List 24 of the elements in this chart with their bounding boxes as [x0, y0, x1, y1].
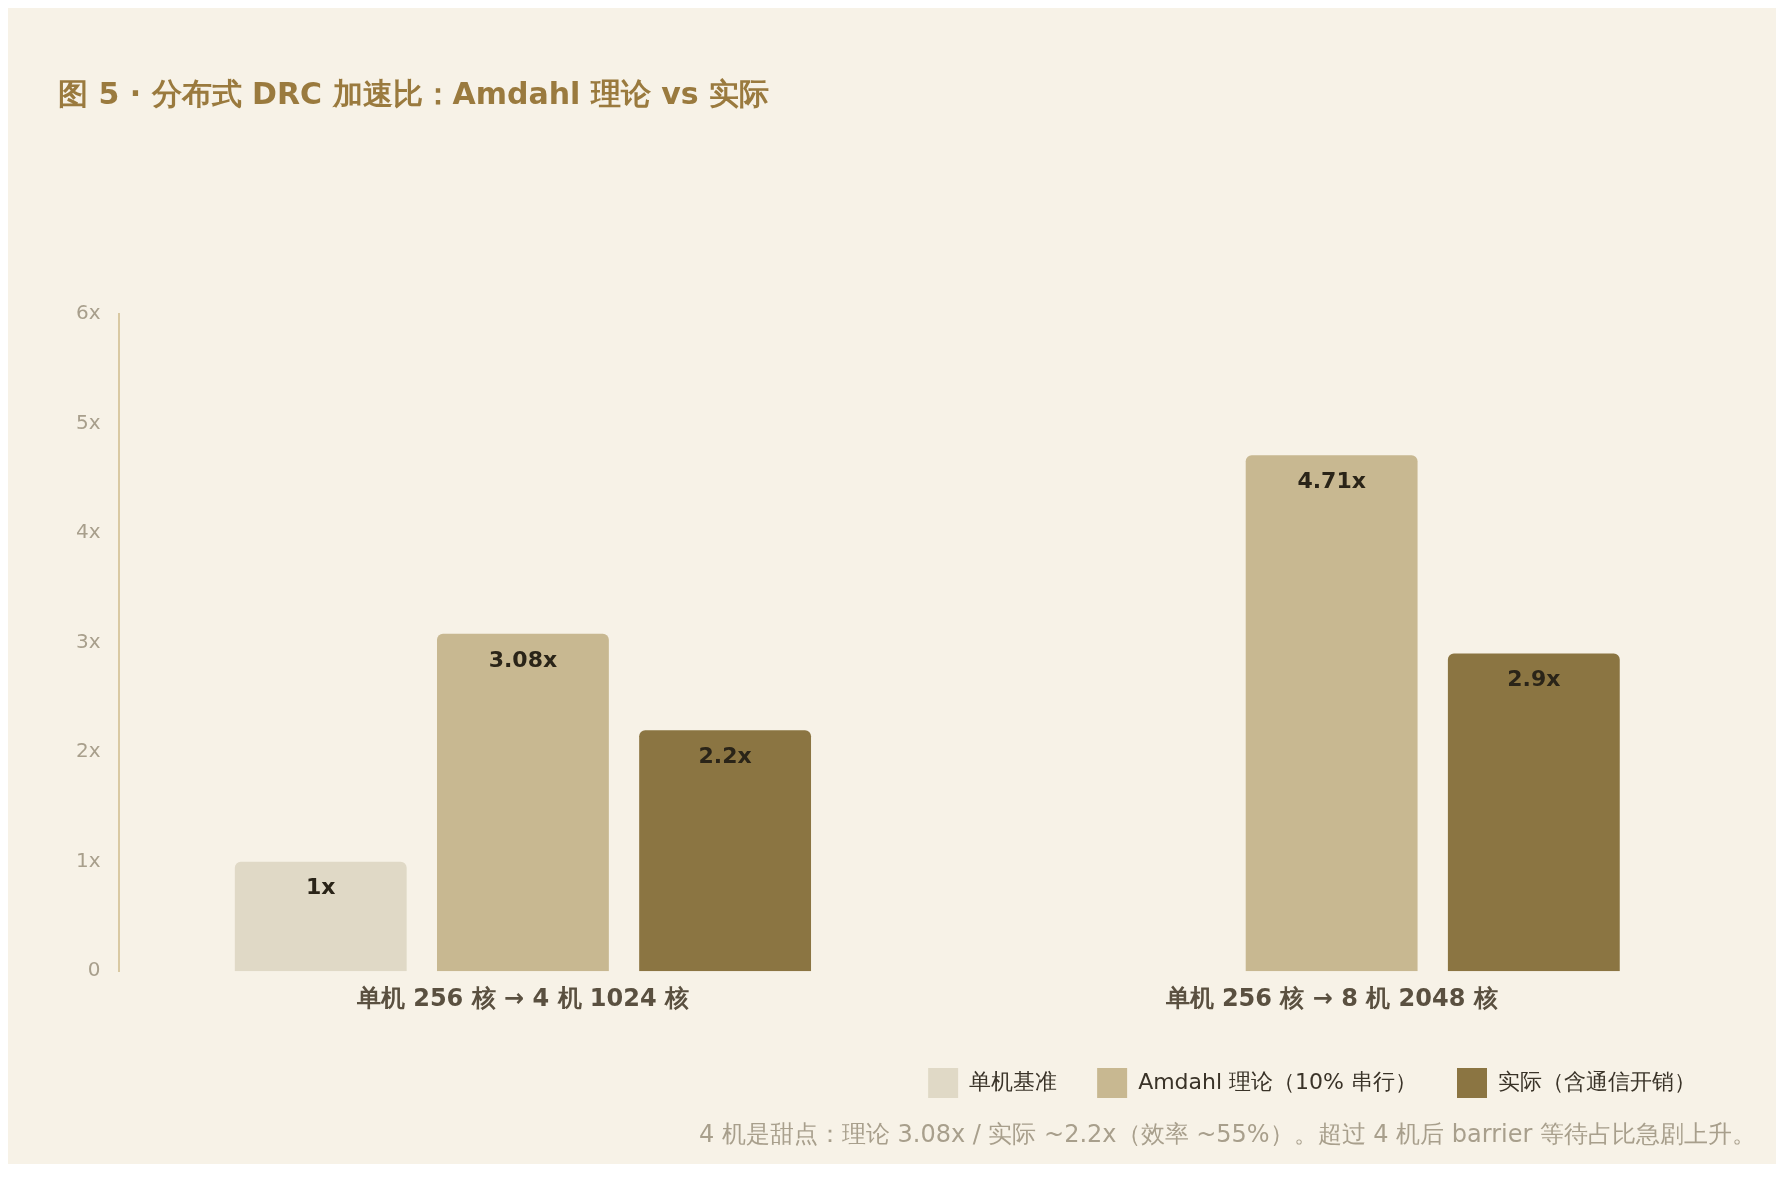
data-label: 1x	[305, 874, 336, 900]
data-label: 2.9x	[1507, 666, 1561, 692]
y-tick-label: 1x	[76, 847, 101, 872]
legend-label: Amdahl 理论（10% 串行）	[1138, 1068, 1418, 1094]
y-tick-label: 5x	[76, 409, 101, 434]
x-tick-label: 单机 256 核 → 8 机 2048 核	[1164, 983, 1498, 1012]
bar	[234, 861, 407, 972]
data-label: 3.08x	[488, 646, 558, 672]
data-label: 2.2x	[698, 742, 752, 768]
x-tick-label: 单机 256 核 → 4 机 1024 核	[355, 983, 690, 1012]
data-label: 4.71x	[1297, 468, 1366, 494]
y-tick-label: 0	[87, 957, 101, 982]
y-tick-label: 2x	[76, 738, 101, 763]
bar	[436, 633, 609, 972]
y-tick-label: 6x	[76, 300, 101, 325]
bar	[1245, 455, 1418, 972]
legend-label: 实际（含通信开销）	[1498, 1068, 1696, 1094]
text: 4 机是甜点：理论 3.08x / 实际 ~2.2x（效率 ~55%）。超过 4 机后 barrier 等待占比急剧上升。	[697, 1119, 1757, 1150]
y-tick-label: 3x	[76, 628, 101, 653]
bar	[639, 730, 812, 972]
chart-title: 图 5 · 分布式 DRC 加速比：Amdahl 理论 vs 实际	[58, 75, 770, 111]
bar	[1447, 653, 1620, 972]
legend-label: 单机基准	[969, 1068, 1058, 1094]
y-tick-label: 4x	[76, 519, 101, 544]
